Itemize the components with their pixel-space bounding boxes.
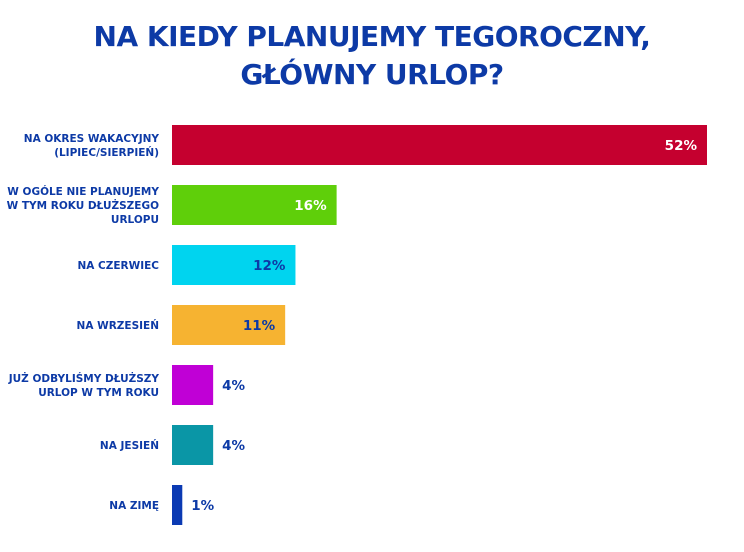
category-label-6: NA ZIMĘ [109, 500, 159, 512]
category-label-2: NA CZERWIEC [77, 260, 159, 272]
bar-1 [172, 185, 337, 225]
value-label-3: 11% [243, 318, 276, 334]
bar-4 [172, 365, 214, 405]
chart-title-line-1: NA KIEDY PLANUJEMY TEGOROCZNY, [93, 20, 651, 53]
value-label-4: 4% [222, 378, 245, 394]
chart-title-line-2: GŁÓWNY URLOP? [240, 58, 504, 91]
category-label-1: W OGÓLE NIE PLANUJEMY W TYM ROKU DŁUŻSZEG… [7, 185, 160, 226]
category-label-0: NA OKRES WAKACYJNY (LIPIEC/SIERPIEŃ) [24, 133, 160, 159]
category-label-5: NA JESIEŃ [100, 439, 159, 452]
bar-3 [172, 305, 286, 345]
category-label-3: NA WRZESIEŃ [77, 319, 159, 332]
bar-2 [172, 245, 296, 285]
value-label-5: 4% [222, 438, 245, 454]
chart-title: NA KIEDY PLANUJEMY TEGOROCZNY, GŁÓWNY UR… [0, 18, 744, 94]
bar-0 [172, 125, 707, 165]
value-label-2: 12% [253, 258, 286, 274]
value-label-1: 16% [294, 198, 327, 214]
bar-5 [172, 425, 214, 465]
value-label-6: 1% [191, 498, 214, 514]
value-label-0: 52% [665, 138, 698, 154]
bar-6 [172, 485, 183, 525]
category-label-4: JUŻ ODBYLIŚMY DŁUŻSZY URLOP W TYM ROKU [8, 371, 160, 399]
